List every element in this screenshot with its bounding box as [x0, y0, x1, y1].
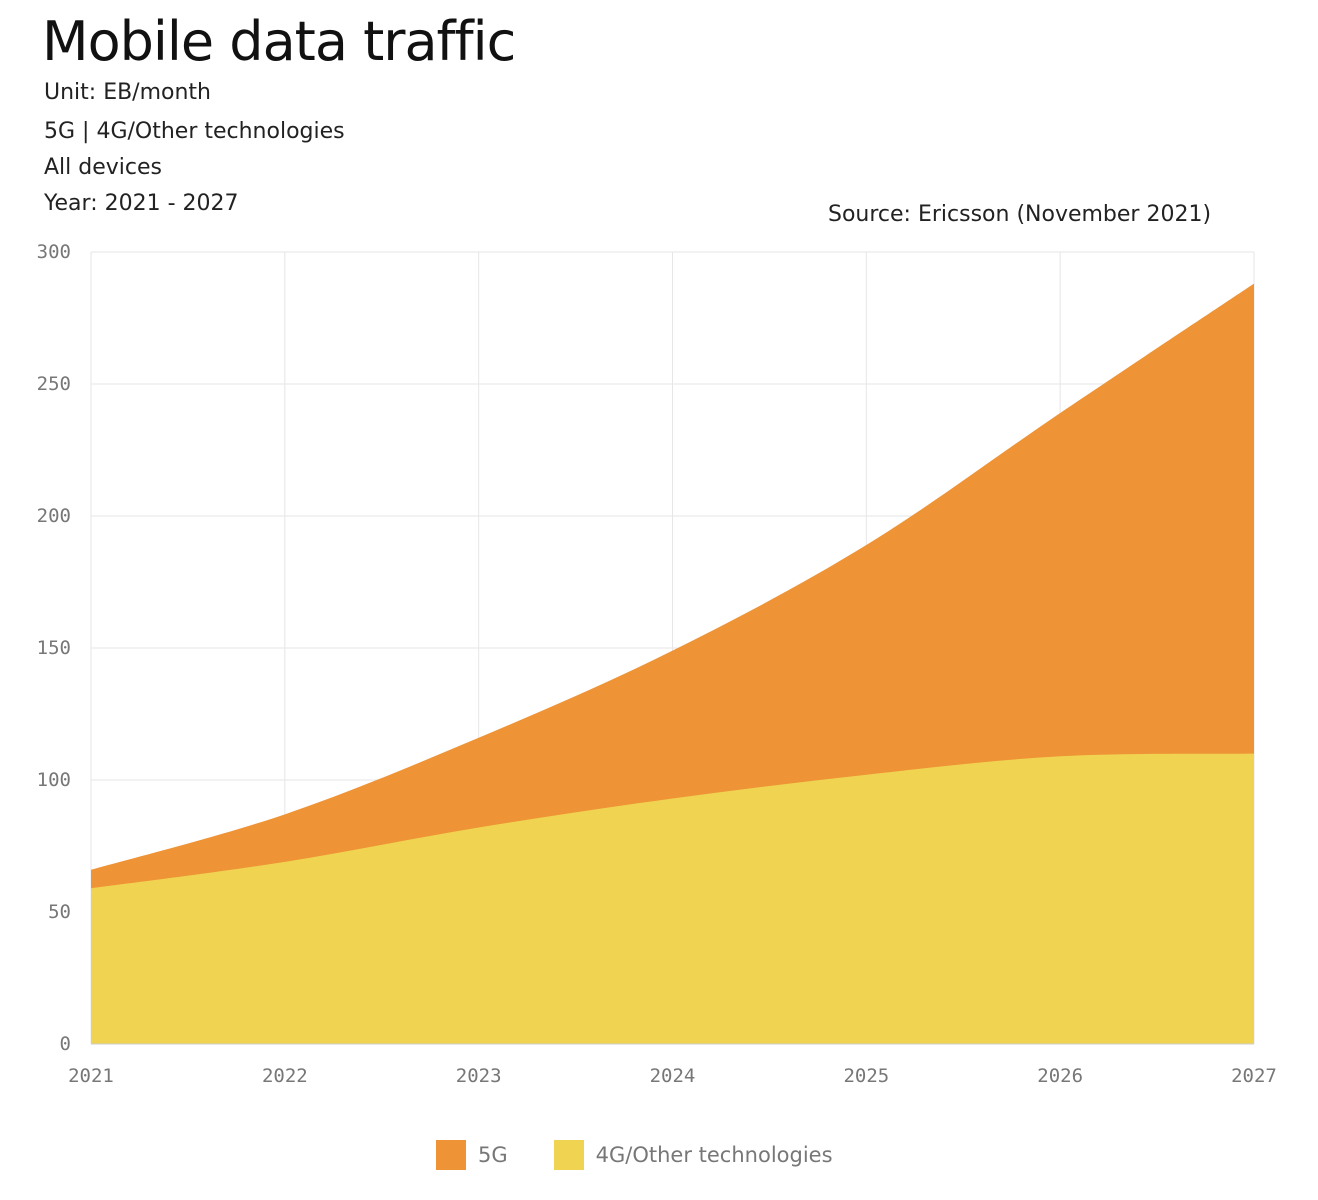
subtitle-years: Year: 2021 - 2027: [44, 191, 239, 216]
legend-label-5g: 5G: [478, 1143, 508, 1167]
x-tick-label: 2026: [1037, 1065, 1083, 1087]
x-tick-label: 2025: [843, 1065, 889, 1087]
legend-swatch-5g: [436, 1140, 466, 1170]
y-tick-label: 0: [60, 1033, 71, 1055]
legend: 5G 4G/Other technologies: [436, 1140, 833, 1170]
x-tick-label: 2021: [68, 1065, 114, 1087]
legend-label-4g: 4G/Other technologies: [595, 1143, 833, 1167]
y-tick-label: 150: [37, 637, 71, 659]
y-tick-label: 250: [37, 373, 71, 395]
legend-swatch-4g: [553, 1140, 584, 1170]
y-tick-label: 200: [37, 505, 71, 527]
subtitle-devices: All devices: [44, 155, 162, 180]
chart-title: Mobile data traffic: [42, 10, 516, 73]
y-tick-label: 50: [48, 901, 71, 923]
x-tick-label: 2023: [456, 1065, 502, 1087]
subtitle-series: 5G | 4G/Other technologies: [44, 119, 345, 144]
y-tick-label: 100: [37, 769, 71, 791]
x-tick-label: 2022: [262, 1065, 308, 1087]
x-tick-label: 2027: [1231, 1065, 1277, 1087]
source-note: Source: Ericsson (November 2021): [828, 202, 1212, 227]
y-tick-label: 300: [37, 241, 71, 263]
subtitle-unit: Unit: EB/month: [44, 80, 211, 105]
x-tick-label: 2024: [650, 1065, 696, 1087]
area-4g-other-technologies: [91, 753, 1254, 1044]
